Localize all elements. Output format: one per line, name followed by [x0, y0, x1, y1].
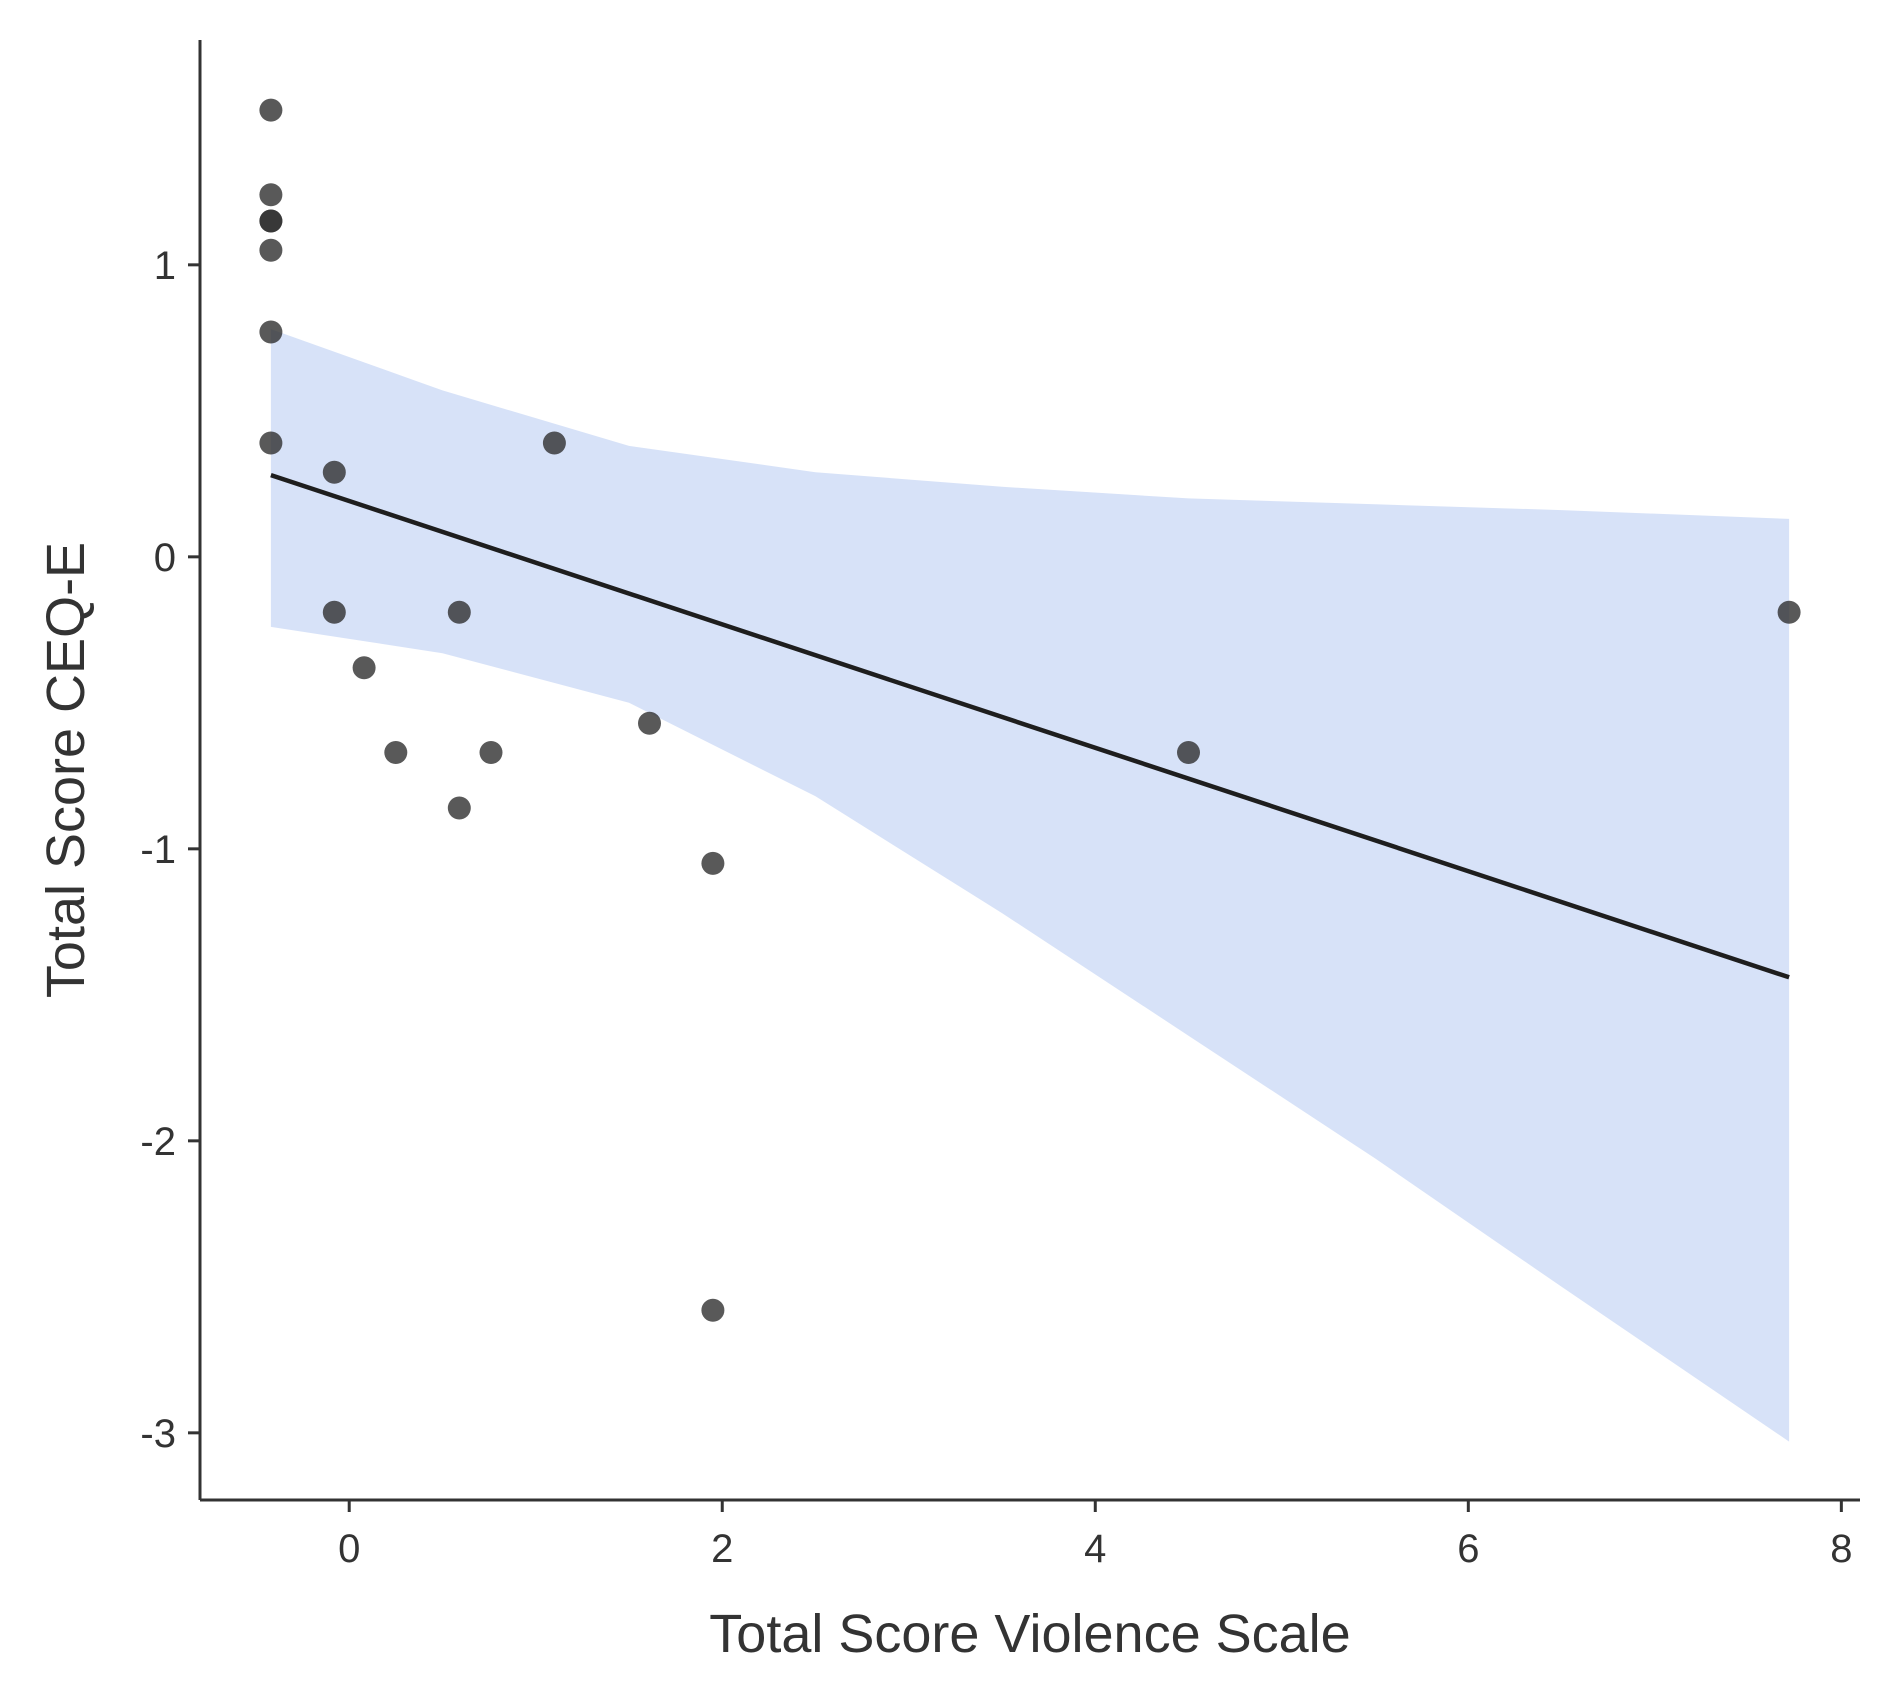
y-tick-label: -2	[140, 1120, 176, 1164]
y-tick-label: 0	[154, 536, 176, 580]
confidence-band-layer	[270, 329, 1790, 1442]
x-tick-label: 8	[1830, 1527, 1852, 1571]
data-point	[259, 431, 283, 455]
data-point	[447, 600, 471, 624]
data-point	[1177, 741, 1200, 764]
data-point	[259, 183, 283, 207]
x-tick-label: 6	[1457, 1527, 1479, 1571]
x-tick-label: 0	[338, 1527, 360, 1571]
data-point	[259, 238, 283, 262]
data-point	[352, 656, 376, 680]
confidence-band	[270, 329, 1790, 1442]
data-point	[542, 431, 566, 455]
y-tick-label: -1	[140, 828, 176, 872]
x-tick-label: 4	[1084, 1527, 1106, 1571]
axes-layer: 0 2 4 6 810-1-2-3	[140, 40, 1860, 1571]
data-point	[447, 796, 471, 820]
y-tick-label: 1	[154, 244, 176, 288]
data-point	[638, 711, 661, 735]
data-point	[259, 98, 283, 122]
data-point	[259, 320, 283, 344]
x-tick-label: 2	[711, 1527, 733, 1571]
data-point	[322, 460, 346, 484]
regression-line	[270, 472, 1790, 980]
data-point	[701, 851, 725, 875]
data-point	[322, 600, 346, 624]
data-point	[384, 741, 408, 764]
x-axis-title: Total Score Violence Scale	[709, 1604, 1350, 1664]
y-axis-title: Total Score CEQ-E	[36, 542, 96, 998]
data-point	[479, 741, 503, 764]
regression-line-layer	[270, 472, 1790, 980]
scatter-points-layer	[259, 98, 1801, 1322]
data-point	[701, 1298, 725, 1322]
data-point	[1777, 600, 1801, 624]
data-point	[259, 209, 283, 233]
y-tick-label: -3	[140, 1412, 176, 1456]
